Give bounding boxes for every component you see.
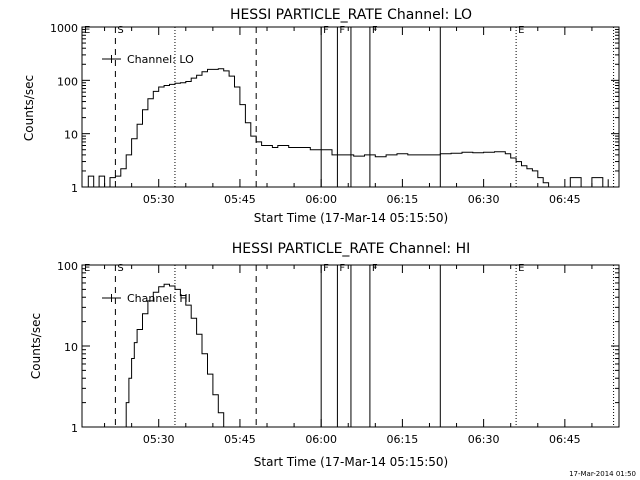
- x-tick-label: 06:15: [387, 193, 419, 206]
- x-tick-label: 06:00: [305, 193, 337, 206]
- y-axis-label-hi: Counts/sec: [29, 313, 43, 379]
- event-marker-label: E: [84, 263, 90, 274]
- y-tick-label: 100: [57, 75, 78, 88]
- event-marker-label: F: [323, 25, 329, 36]
- y-tick-label: 10: [64, 341, 78, 354]
- x-tick-label: 05:45: [224, 193, 256, 206]
- y-tick-label: 1000: [50, 22, 78, 35]
- event-marker-label: F: [372, 25, 378, 36]
- x-axis-label-hi: Start Time (17-Mar-14 05:15:50): [254, 455, 448, 469]
- x-tick-label: 06:15: [387, 433, 419, 446]
- event-marker-label: F: [372, 263, 378, 274]
- event-marker-label: E: [84, 25, 90, 36]
- y-axis-label-lo: Counts/sec: [22, 75, 36, 141]
- event-marker-label: S: [117, 25, 123, 36]
- timestamp: 17-Mar-2014 01:50: [569, 470, 636, 478]
- series-line: [123, 283, 225, 428]
- x-tick-label: 06:45: [549, 433, 581, 446]
- x-tick-label: 05:30: [143, 193, 175, 206]
- y-tick-label: 1: [71, 422, 78, 435]
- x-axis-label-lo: Start Time (17-Mar-14 05:15:50): [254, 211, 448, 225]
- series-line: [82, 68, 609, 188]
- y-tick-label: 1: [71, 182, 78, 195]
- x-tick-label: 06:45: [549, 193, 581, 206]
- x-tick-label: 06:30: [468, 433, 500, 446]
- legend-label-hi: Channel: HI: [127, 292, 191, 305]
- event-marker-label: S: [117, 263, 123, 274]
- y-tick-label: 100: [57, 260, 78, 273]
- legend-label-lo: Channel: LO: [127, 53, 194, 66]
- y-tick-label: 10: [64, 129, 78, 142]
- x-tick-label: 05:45: [224, 433, 256, 446]
- x-tick-label: 06:30: [468, 193, 500, 206]
- event-marker-label: F: [339, 25, 345, 36]
- plot-area-lo: 05:30 05:45 06:00 06:15 06:30 06:45 1 10 100 1000…: [50, 22, 620, 206]
- event-marker-label: F: [339, 263, 345, 274]
- x-tick-label: 06:00: [305, 433, 337, 446]
- panel-lo: HESSI PARTICLE_RATE Channel: LO Start Ti…: [22, 7, 620, 225]
- chart-title-lo: HESSI PARTICLE_RATE Channel: LO: [230, 7, 472, 23]
- chart-title-hi: HESSI PARTICLE_RATE Channel: HI: [232, 241, 470, 257]
- event-marker-label: E: [518, 263, 524, 274]
- panel-hi: HESSI PARTICLE_RATE Channel: HI Start Ti…: [29, 241, 620, 469]
- x-tick-label: 05:30: [143, 433, 175, 446]
- event-marker-label: F: [323, 263, 329, 274]
- event-marker-label: E: [518, 25, 524, 36]
